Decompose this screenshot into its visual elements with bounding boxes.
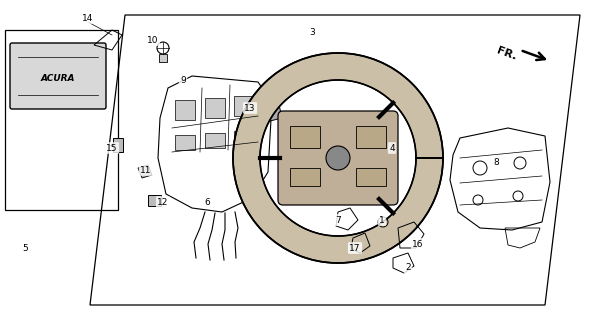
- Polygon shape: [262, 100, 282, 122]
- Text: 6: 6: [204, 197, 210, 206]
- Bar: [175, 135, 195, 150]
- Text: ACURA: ACURA: [41, 74, 75, 83]
- Bar: [356, 126, 386, 148]
- Text: 5: 5: [22, 244, 28, 252]
- Text: FR.: FR.: [495, 46, 518, 62]
- Text: 4: 4: [389, 143, 395, 153]
- Text: 10: 10: [147, 36, 159, 44]
- Circle shape: [326, 146, 350, 170]
- Text: 12: 12: [157, 197, 169, 206]
- FancyBboxPatch shape: [278, 111, 398, 205]
- Bar: [290, 126, 320, 148]
- Text: 17: 17: [349, 244, 361, 252]
- Text: 7: 7: [335, 215, 341, 225]
- Text: 15: 15: [106, 143, 118, 153]
- Bar: [148, 195, 161, 206]
- Text: 9: 9: [180, 76, 186, 84]
- Bar: [175, 100, 195, 120]
- Polygon shape: [233, 53, 443, 263]
- Bar: [205, 98, 225, 118]
- Text: 11: 11: [140, 165, 151, 174]
- Bar: [205, 133, 225, 148]
- Bar: [159, 54, 167, 62]
- Bar: [234, 131, 254, 146]
- Text: 13: 13: [244, 103, 256, 113]
- Text: 16: 16: [412, 239, 424, 249]
- Text: 14: 14: [82, 13, 94, 22]
- Polygon shape: [138, 165, 152, 178]
- Bar: [290, 168, 320, 186]
- Bar: [356, 168, 386, 186]
- Bar: [113, 138, 123, 152]
- Text: 3: 3: [309, 28, 315, 36]
- Text: 2: 2: [405, 263, 411, 273]
- Bar: [234, 96, 254, 116]
- FancyBboxPatch shape: [10, 43, 106, 109]
- Text: 1: 1: [379, 215, 385, 225]
- Text: 8: 8: [493, 157, 499, 166]
